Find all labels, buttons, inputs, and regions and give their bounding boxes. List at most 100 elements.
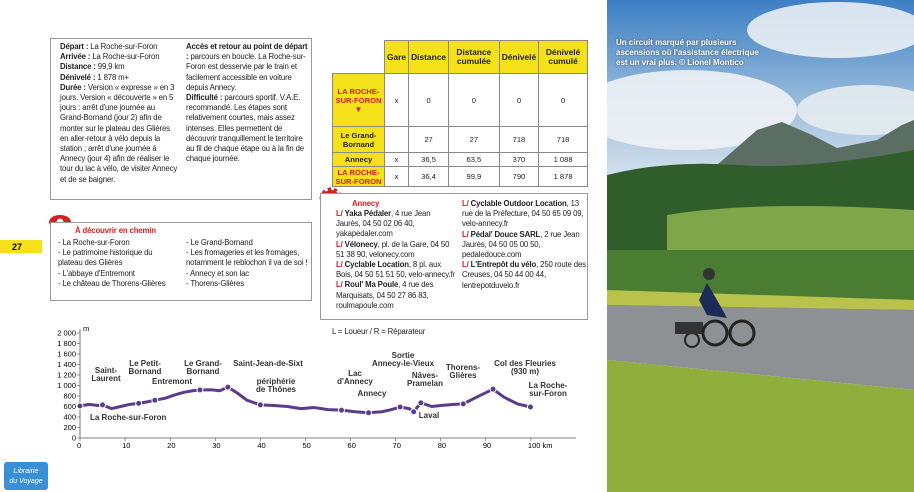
stop-label: Nâves- [412,371,439,380]
table-cell: 790 [498,166,540,187]
trailer [675,322,703,334]
x-tick-label: 0 [77,441,81,450]
info-label: Départ : [60,42,89,51]
table-header: Distance [408,40,450,74]
table-cell: 0 [448,73,500,127]
table-row: LA ROCHE-SUR-FORON x 36,4 99,9 790 1 878 [332,166,588,187]
y-tick-label: 1 200 [57,371,76,380]
table-cell: Le Grand-Bornand [332,126,385,153]
info-col: Départ : La Roche-sur-Foron Arrivée : La … [60,42,180,185]
info-text: parcours sportif. V.A.E. recommandé. Les… [186,93,304,164]
elevation-line [79,385,531,415]
info-text: La Roche-sur-Foron [92,52,160,62]
rental-detail: , 13 rue de la Préfecture, 04 50 65 09 0… [462,199,584,229]
discover-item: - Le patrimoine historique du plateau de… [58,248,153,268]
table-cell: 718 [538,126,588,153]
rental-name: L'Entrepôt du vélo [470,260,537,270]
rental-item: L/ Pédal' Douce SARL, 2 rue Jean Jaurès,… [462,230,586,261]
rental-col: L/ Yaka Pédaler, 4 rue Jean Jaurès, 04 5… [336,209,456,311]
x-tick-label: 80 [438,441,446,450]
rental-box [320,193,588,320]
stop-dot [338,406,346,414]
discover-col: - Le Grand-Bornand - Les fromageries et l… [186,238,308,289]
stop-label: Laval [419,411,439,420]
info-label: Arrivée : [60,52,91,62]
rental-detail: , pl. de la Gare, 04 50 51 38 90, velone… [336,239,450,259]
stop-dot [417,399,425,407]
info-text: 99,9 km [97,62,125,72]
table-cell: 0 [408,73,450,127]
y-tick-label: 1 000 [57,381,76,390]
discover-box [50,222,312,301]
wheel [728,319,756,347]
rental-detail: , 2 rue Jean Jaurès, 04 50 05 00 50, ped… [462,229,580,260]
table-cell: 27 [448,126,500,153]
rental-name: Vélonecy [344,239,378,249]
table-cell: Annecy [332,152,385,167]
stop-label: Entremont [152,377,192,386]
stop-dot [459,400,467,408]
y-tick-label: 800 [63,392,76,401]
photo [607,0,914,492]
table-cell: LA ROCHE-SUR-FORON [332,166,385,187]
table-row: LA ROCHE-SUR-FORON ▼ x 0 0 0 0 [332,73,588,127]
page-number-tab [0,240,42,253]
photo-caption: Un circuit marqué par plusieurs ascensio… [616,38,759,67]
stop-dot [151,396,159,404]
info-item: Départ : La Roche-sur-Foron [60,42,180,52]
x-tick-label: 90 [483,441,491,450]
helmet [703,268,715,280]
discover-col: - La Roche-sur-Foron - Le patrimoine hist… [58,238,178,289]
info-text: Version « expresse » en 3 jours. Version… [60,82,178,184]
stop-dot [526,403,534,411]
stop-dot [76,402,84,410]
y-tick-label: 0 [72,434,76,443]
stop-dot [396,403,404,411]
stop-dot [365,409,373,417]
rental-code: L/ [336,209,343,218]
info-col: Accès et retour au point de départ : par… [186,42,308,164]
cloud [797,85,914,135]
rental-code: L/ [462,260,469,270]
table-cell: 718 [498,126,540,153]
table-cell: 63,5 [448,152,500,167]
x-tick-label: 30 [212,441,220,450]
info-text: parcours en boucle. La Roche-sur-Foron e… [186,52,306,92]
y-tick-label: 1 800 [57,339,76,348]
table-corner [333,41,385,74]
info-label: Durée : [60,82,86,92]
arrow: ▼ [354,104,363,114]
table-cell: 370 [498,152,540,167]
y-tick-label: 2 000 [57,329,76,338]
stages-table: Gare Distance Distance cumulée Dénivelé Déni… [332,40,588,187]
stop-label: Laurent [91,374,121,383]
x-tick-label: 40 [257,441,265,450]
rental-item: L/ Roul' Ma Poule, 4 rue des Marquisats,… [336,280,456,311]
y-tick-label: 400 [63,413,76,422]
rental-code: L/ [462,229,469,239]
rental-name: Yaka Pédaler [344,209,391,218]
stop-label: périphérie [257,377,296,386]
x-tick-label: 70 [393,441,401,450]
y-tick-label: 1 400 [57,360,76,369]
stop-label: La Roche- [529,381,568,390]
discover-item: - Le château de Thorens-Glières [58,278,166,288]
info-box [50,38,312,200]
meadow [667,206,914,260]
discover-item: - L'abbaye d'Entremont [58,268,135,278]
rental-detail: , 4 rue Jean Jaurès, 04 50 02 06 40, yak… [336,209,431,239]
info-item: Dénivelé : 1 878 m+ [60,73,180,83]
stop-label: Thorens- [446,363,481,372]
stop-label: Lac [348,369,362,378]
stop-label: Bornand [129,367,162,376]
stop-label: Saint-Jean-de-Sixt [233,359,303,368]
stop-dot [410,408,418,416]
y-unit: m [83,324,89,333]
stop-label: de Thônes [256,385,297,394]
info-label: Difficulté : [186,93,223,103]
table-cell: 0 [538,73,588,127]
x-tick-label: 10 [122,441,130,450]
table-header: Dénivelé [498,40,540,74]
